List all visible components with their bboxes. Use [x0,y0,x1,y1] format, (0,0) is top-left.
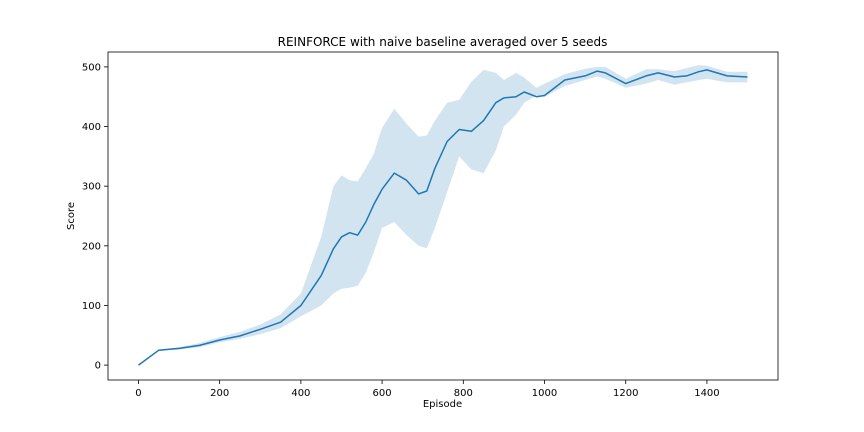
x-tick-label: 600 [373,388,392,399]
plot-frame [107,51,779,381]
y-tick-label: 0 [95,361,101,372]
y-tick-label: 100 [82,301,101,312]
x-axis-label: Episode [423,399,462,410]
x-axis: 0 200 400 600 800 1000 1200 1400 [135,380,720,399]
y-tick-label: 400 [82,122,101,133]
y-axis: 0 100 200 300 400 500 [82,62,108,372]
x-tick-label: 1000 [532,388,557,399]
y-axis-label: Score [66,202,77,230]
series-line [138,69,748,366]
x-tick-label: 200 [210,388,229,399]
y-tick-label: 300 [82,182,101,193]
x-tick-label: 400 [291,388,310,399]
x-tick-label: 800 [454,388,473,399]
x-tick-label: 1400 [694,388,719,399]
confidence-band [138,65,748,366]
x-tick-label: 0 [135,388,141,399]
y-tick-label: 200 [82,241,101,252]
plot-area [138,65,748,366]
chart-title: REINFORCE with naive baseline averaged o… [278,35,608,49]
y-tick-label: 500 [82,62,101,73]
x-tick-label: 1200 [613,388,638,399]
